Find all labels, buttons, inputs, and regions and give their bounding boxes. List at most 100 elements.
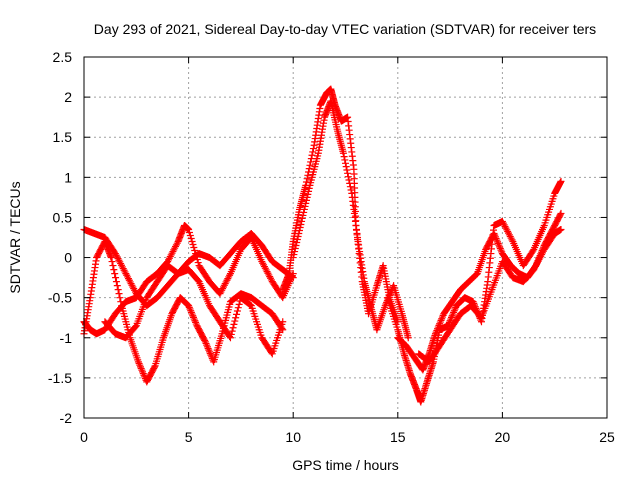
- data-point-interp: [436, 318, 444, 326]
- data-point: [226, 334, 234, 342]
- data-point-interp: [493, 236, 501, 244]
- data-point-interp: [136, 361, 144, 369]
- data-point-interp: [139, 370, 147, 378]
- x-axis-label: GPS time / hours: [292, 457, 399, 473]
- data-point-interp: [344, 169, 352, 177]
- data-point-interp: [434, 323, 442, 331]
- data-point-interp: [188, 238, 196, 246]
- data-point-interp: [295, 229, 303, 237]
- data-point-interp: [300, 205, 308, 213]
- data-point-interp: [344, 173, 352, 181]
- data-point-interp: [347, 186, 355, 194]
- data-point: [185, 302, 193, 310]
- data-point-interp: [433, 326, 441, 334]
- data-point: [279, 318, 287, 326]
- data-point-interp: [340, 153, 348, 161]
- y-tick-label: 0.5: [53, 209, 73, 225]
- y-tick-label: -2: [60, 410, 73, 426]
- data-point-interp: [304, 171, 312, 179]
- data-point-interp: [303, 175, 311, 183]
- data-point-interp: [138, 366, 146, 374]
- data-point-interp: [305, 184, 313, 192]
- data-point-interp: [346, 179, 354, 187]
- data-point-interp: [229, 324, 237, 332]
- data-point-interp: [292, 242, 300, 250]
- y-tick-label: 1.5: [53, 129, 73, 145]
- data-point-interp: [299, 211, 307, 219]
- data-point-interp: [202, 339, 210, 347]
- data-point: [431, 330, 439, 338]
- data-point-interp: [309, 145, 317, 153]
- data-point-interp: [109, 262, 117, 270]
- data-layer: [80, 85, 565, 406]
- data-point-interp: [438, 315, 446, 323]
- data-point-interp: [185, 303, 193, 311]
- data-point-interp: [306, 161, 314, 169]
- data-point-interp: [194, 259, 202, 267]
- data-point-interp: [447, 315, 455, 323]
- data-point-interp: [227, 330, 235, 338]
- series-track-4: [101, 262, 287, 358]
- data-point-interp: [111, 270, 119, 278]
- data-point-interp: [226, 271, 234, 279]
- data-point-interp: [234, 304, 242, 312]
- data-point-interp: [113, 282, 121, 290]
- data-point-interp: [186, 231, 194, 239]
- data-point-interp: [341, 156, 349, 164]
- data-point-interp: [116, 294, 124, 302]
- data-point-interp: [192, 318, 200, 326]
- data-point-interp: [235, 300, 243, 308]
- y-tick-label: -0.5: [48, 290, 72, 306]
- data-point-interp: [449, 310, 457, 318]
- data-point-interp: [233, 310, 241, 318]
- data-point-interp: [491, 233, 499, 241]
- data-point: [339, 149, 347, 157]
- series-track-2: [80, 221, 297, 338]
- data-point-interp: [302, 178, 310, 186]
- data-point-interp: [298, 214, 306, 222]
- data-point: [557, 177, 565, 185]
- data-point-interp: [185, 228, 193, 236]
- data-point-interp: [305, 165, 313, 173]
- data-point-interp: [140, 371, 148, 379]
- y-tick-label: -1: [60, 330, 73, 346]
- data-point-interp: [150, 363, 158, 371]
- data-point-interp: [492, 235, 500, 243]
- data-point-interp: [435, 321, 443, 329]
- data-point-interp: [494, 238, 502, 246]
- data-point-interp: [432, 328, 440, 336]
- data-point: [404, 334, 412, 342]
- data-point-interp: [205, 346, 213, 354]
- data-point: [298, 217, 306, 225]
- data-point-interp: [382, 300, 390, 308]
- plot-frame: [83, 56, 608, 419]
- data-point-interp: [342, 159, 349, 167]
- data-point-interp: [293, 236, 301, 244]
- data-point-interp: [302, 199, 310, 207]
- data-point: [185, 225, 193, 233]
- data-point-interp: [204, 344, 212, 352]
- data-point-interp: [108, 258, 116, 266]
- data-point-interp: [291, 245, 299, 253]
- data-point-interp: [346, 183, 354, 191]
- data-point-interp: [434, 325, 442, 333]
- data-point-interp: [448, 312, 456, 320]
- x-tick-label: 20: [495, 429, 511, 445]
- data-point-interp: [191, 317, 199, 325]
- data-point: [557, 225, 565, 233]
- y-tick-label: -1.5: [48, 370, 72, 386]
- data-point-interp: [508, 236, 516, 244]
- data-point-interp: [115, 290, 123, 298]
- data-point-interp: [187, 307, 195, 315]
- data-point-interp: [230, 320, 238, 328]
- data-point-interp: [295, 226, 303, 234]
- data-point: [107, 254, 115, 262]
- data-point-interp: [203, 341, 211, 349]
- data-point-interp: [345, 176, 353, 184]
- y-tick-label: 0: [64, 250, 72, 266]
- data-point: [201, 338, 209, 346]
- chart-title: Day 293 of 2021, Sidereal Day-to-day VTE…: [94, 21, 596, 37]
- data-point-interp: [496, 243, 504, 251]
